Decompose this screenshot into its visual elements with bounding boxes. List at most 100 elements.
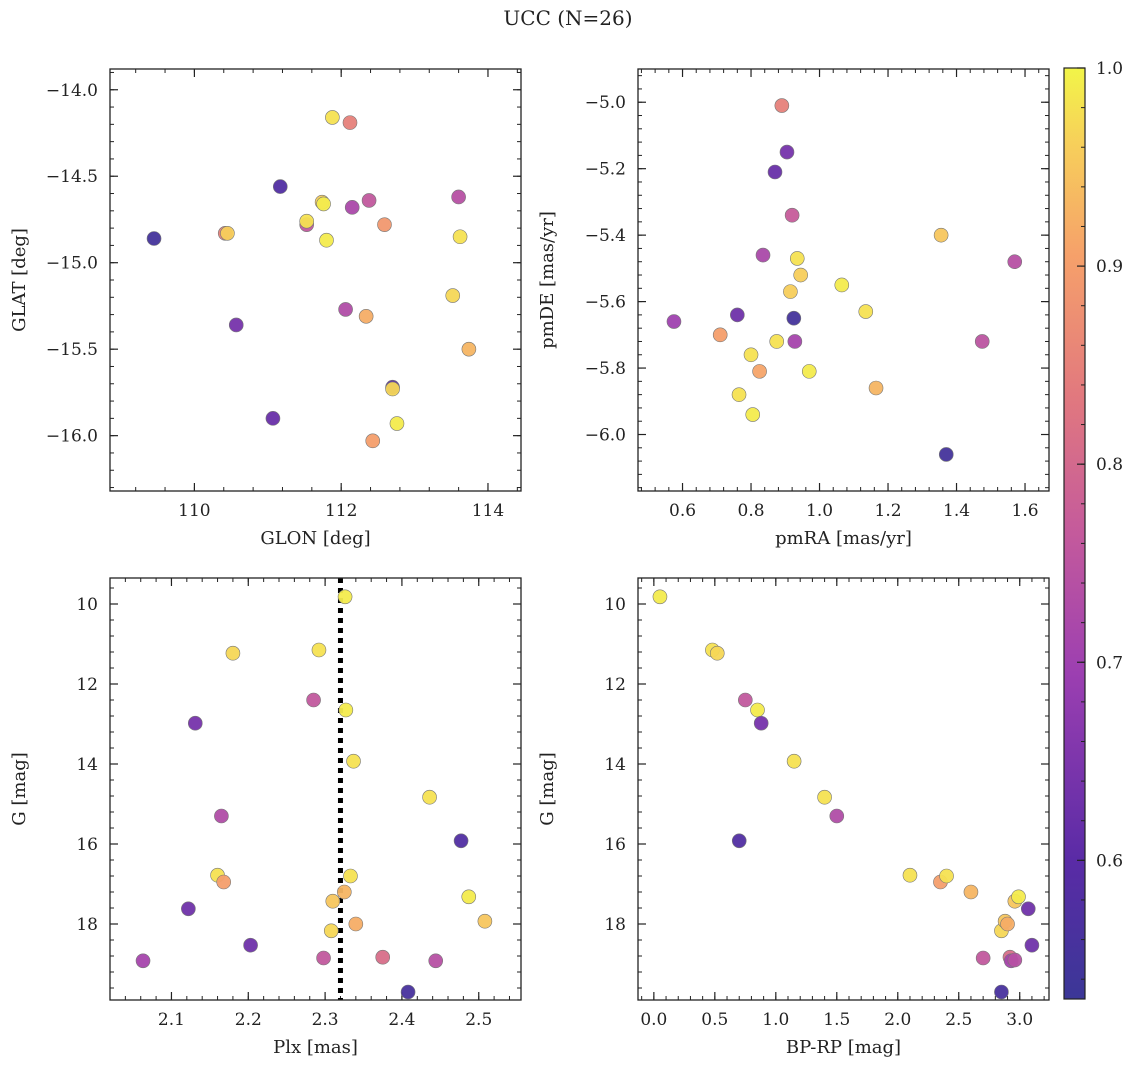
x-tick-label: 2.0 [884,1010,911,1030]
x-tick-label: 2.4 [388,1010,415,1030]
y-tick-label: −5.6 [585,293,626,313]
data-point [743,347,759,363]
y-tick-label: −5.4 [585,226,626,246]
colorbar-gradient [1063,67,1086,1000]
data-point [994,984,1009,1000]
data-point [451,189,466,205]
data-point [228,317,244,333]
data-point [389,416,405,431]
x-tick-label: 2.1 [158,1010,185,1030]
colorbar-tick-label: 0.9 [1096,257,1123,277]
y-tick-label: −14.0 [46,81,98,101]
data-point [755,247,771,263]
data-point [422,789,437,805]
colorbar-tick-label: 0.7 [1096,653,1123,673]
data-point [939,868,954,884]
x-tick-label: 112 [325,501,357,521]
data-point [385,381,400,397]
colorbar-tick-label: 1.0 [1096,59,1123,79]
y-tick-label: −16.0 [46,427,98,447]
data-point [902,867,918,883]
x-tick-label: 1.4 [943,501,970,521]
data-point [817,789,832,805]
x-tick-label: 0.0 [640,1010,667,1030]
data-point [453,833,469,849]
data-point [346,753,361,769]
data-point [738,692,753,708]
data-point [774,98,790,113]
data-point [216,874,231,890]
data-point [306,692,321,708]
data-point [299,213,314,229]
y-tick-label: 12 [76,675,98,695]
data-point [220,226,235,241]
y-tick-label: 10 [76,595,98,615]
data-point [1020,901,1036,917]
y-tick-label: −6.0 [585,426,626,446]
data-point [214,808,229,824]
data-point [834,277,850,293]
data-point [311,642,327,658]
data-point [963,884,979,900]
data-point [712,327,728,343]
data-point [750,702,765,718]
scatter-panel: 0.0 0.5 1.0 1.5 2.0 2.5 3.0 10 12 14 16 18 BP-RP [ma… [537,577,1050,1058]
data-point [337,589,353,605]
data-point [375,949,391,965]
data-point [1024,937,1040,953]
axes-frame [109,577,522,1001]
data-point [316,196,331,212]
data-point [666,314,682,329]
data-point [1000,916,1015,932]
x-tick-label: 1.0 [806,501,833,521]
data-point [187,715,203,731]
axes-frame [637,577,1050,1001]
data-point [461,341,477,357]
axes-frame [109,68,522,492]
x-tick-label: 114 [472,501,504,521]
data-point [358,309,374,324]
data-point [767,164,783,180]
y-tick-label: −5.8 [585,359,626,379]
y-tick-label: −15.0 [46,254,98,274]
y-tick-label: −14.5 [46,167,98,187]
y-tick-label: 14 [604,755,626,775]
colorbar: 0.6 0.7 0.8 0.9 1.0 [1063,59,1123,1000]
x-tick-label: 0.8 [738,501,765,521]
data-point [377,217,392,232]
y-axis-label: pmDE [mas/yr] [537,211,558,349]
x-tick-label: 110 [178,501,210,521]
x-tick-label: 2.5 [465,1010,492,1030]
data-point [343,868,358,884]
data-point [325,110,340,125]
figure-title: UCC (N=26) [503,6,633,30]
data-point [135,953,151,969]
data-point [316,950,331,966]
y-tick-label: 16 [604,835,626,855]
scatter-panels: 110 112 114 −14.0 −14.5 −15.0 −15.5 −16.0 GLON [… [9,68,1050,1058]
y-tick-label: −15.5 [46,340,98,360]
x-axis-label: Plx [mas] [273,1037,358,1058]
colorbar-tick-label: 0.6 [1096,851,1123,871]
data-point [243,937,258,953]
data-point [858,304,874,319]
data-point [1011,889,1026,905]
x-tick-label: 1.2 [875,501,902,521]
data-point [801,364,817,379]
data-point [789,251,805,266]
y-tick-label: 14 [76,755,98,775]
x-tick-label: 0.6 [669,501,696,521]
y-tick-label: 12 [604,675,626,695]
data-point [181,901,196,917]
x-axis-label: BP-RP [mag] [786,1037,901,1058]
data-point [784,207,800,223]
data-point [325,893,341,909]
data-point [338,302,353,317]
data-point [786,310,802,326]
x-axis-label: pmRA [mas/yr] [775,528,912,549]
y-axis-label: G [mag] [9,752,30,825]
data-point [477,913,493,929]
data-point [787,334,803,349]
data-point [769,334,785,349]
